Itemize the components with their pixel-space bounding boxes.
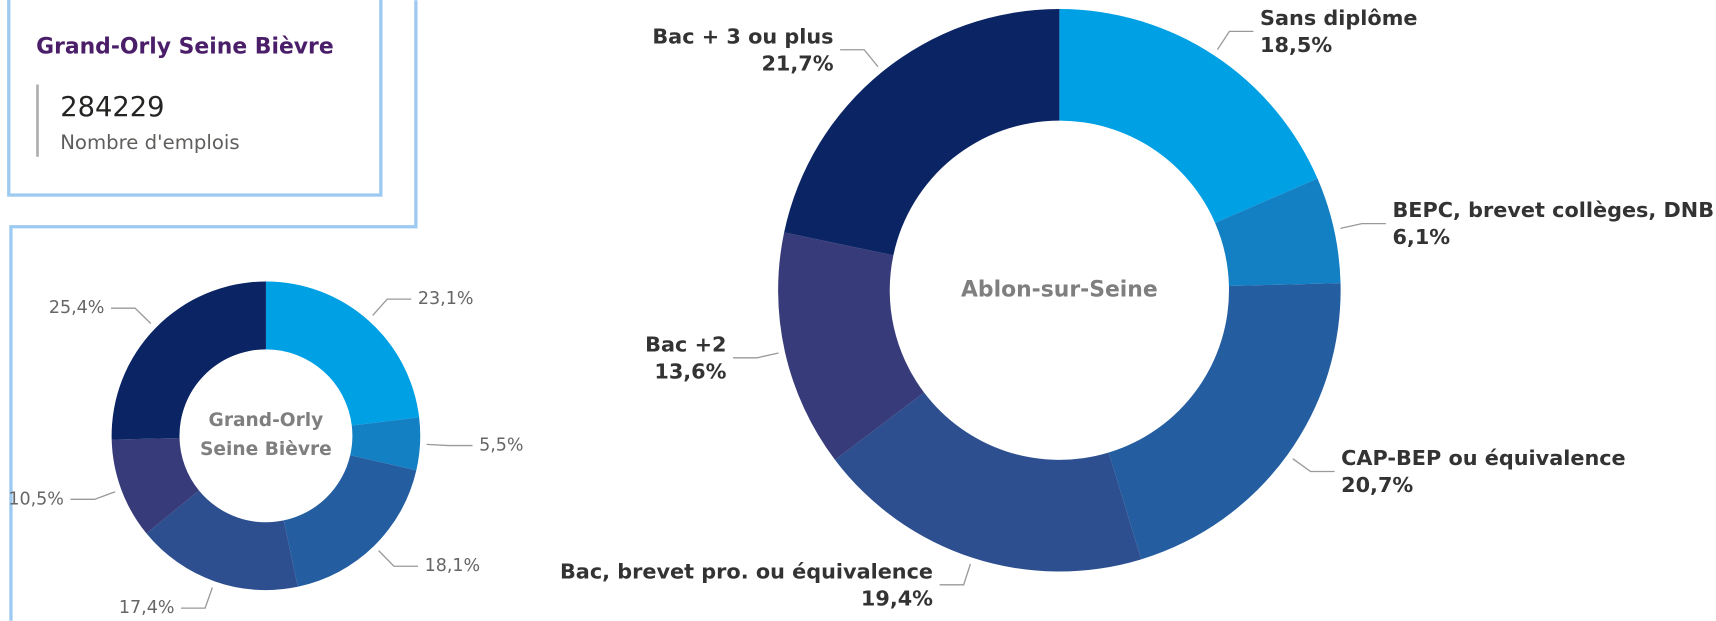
- slice-label: 17,4%: [119, 598, 175, 618]
- donut-slice: [834, 392, 1142, 572]
- leader-line: [1292, 458, 1335, 473]
- value-label: 23,1%: [418, 289, 474, 309]
- category-label: Bac + 3 ou plus: [652, 24, 833, 48]
- slice-label: Bac + 3 ou plus 21,7%: [652, 24, 833, 75]
- leader-line: [372, 298, 412, 316]
- slice-label: 5,5%: [479, 436, 523, 456]
- donut-slice: [265, 281, 420, 426]
- value-label: 5,5%: [479, 436, 523, 456]
- donut-slice: [111, 281, 266, 440]
- slice-label: 10,5%: [8, 489, 64, 509]
- donut-slice: [784, 8, 1060, 256]
- donut-slice: [111, 437, 199, 534]
- value-label: 18,5%: [1260, 33, 1332, 57]
- value-label: 18,1%: [425, 556, 481, 576]
- category-label: BEPC, brevet collèges, DNB: [1392, 198, 1714, 222]
- card-accent: [36, 84, 39, 157]
- card-title: Grand-Orly Seine Bièvre: [36, 34, 334, 59]
- category-label: Bac +2: [645, 332, 726, 356]
- leader-line: [1340, 222, 1386, 229]
- donut-slice: [1059, 8, 1318, 223]
- value-label: 20,7%: [1341, 473, 1413, 497]
- donut-slice: [1215, 178, 1341, 286]
- slice-label: Bac +2 13,6%: [645, 332, 726, 383]
- leader-line: [181, 587, 214, 609]
- leader-line: [70, 491, 116, 500]
- donut-slice: [1108, 283, 1341, 560]
- center-label: Grand-Orly Seine Bièvre: [200, 409, 332, 461]
- leader-line: [840, 49, 879, 68]
- center-label: Ablon-sur-Seine: [960, 277, 1158, 303]
- category-label: CAP-BEP ou équivalence: [1341, 446, 1626, 470]
- card-label: Nombre d'emplois: [60, 131, 239, 154]
- leader-line: [1216, 30, 1254, 51]
- category-label: Bac, brevet pro. ou équivalence: [560, 559, 933, 583]
- leader-line: [426, 443, 473, 447]
- donut-slice: [283, 455, 417, 587]
- donut-slice: [146, 490, 298, 591]
- category-label: Sans diplôme: [1260, 6, 1417, 30]
- leader-line: [378, 550, 419, 567]
- slice-label: 23,1%: [418, 289, 474, 309]
- value-label: 25,4%: [49, 298, 105, 318]
- slice-label: 18,1%: [425, 556, 481, 576]
- card-value: 284229: [60, 92, 164, 123]
- value-label: 13,6%: [654, 359, 726, 383]
- slice-label: Bac, brevet pro. ou équivalence 19,4%: [560, 559, 933, 610]
- value-label: 21,7%: [761, 51, 833, 75]
- leader-line: [111, 307, 152, 324]
- leader-line: [733, 352, 779, 359]
- leader-line: [939, 563, 972, 586]
- donut-slice: [778, 232, 925, 460]
- slice-label: Sans diplôme 18,5%: [1260, 6, 1417, 57]
- card-border: [7, 0, 383, 197]
- slice-label: BEPC, brevet collèges, DNB 6,1%: [1392, 198, 1714, 249]
- value-label: 6,1%: [1392, 225, 1450, 249]
- donut-slice: [350, 417, 421, 471]
- slice-label: CAP-BEP ou équivalence 20,7%: [1341, 446, 1626, 497]
- value-label: 10,5%: [8, 489, 64, 509]
- value-label: 17,4%: [119, 598, 175, 618]
- panel-border: [9, 0, 418, 621]
- value-label: 19,4%: [861, 586, 933, 610]
- slice-label: 25,4%: [49, 298, 105, 318]
